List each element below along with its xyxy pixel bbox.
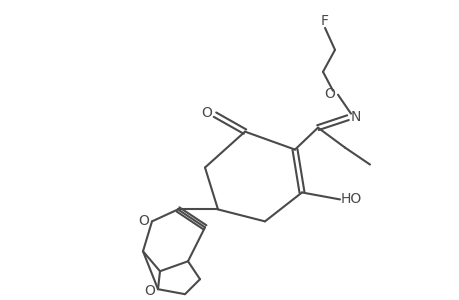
Text: O: O — [324, 87, 335, 101]
Text: N: N — [350, 110, 360, 124]
Text: HO: HO — [340, 192, 361, 206]
Text: O: O — [201, 106, 212, 120]
Text: O: O — [144, 284, 155, 298]
Text: O: O — [138, 214, 149, 228]
Text: F: F — [320, 14, 328, 28]
